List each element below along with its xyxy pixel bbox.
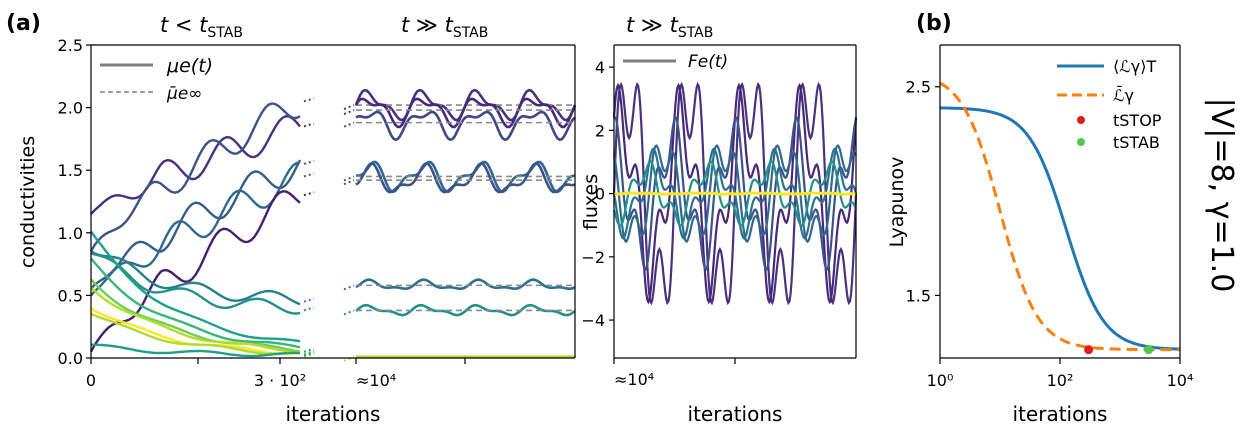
conductivity-early-line	[91, 343, 301, 358]
fluxes-ytick-label: 4	[595, 58, 605, 77]
lyapunov-xtick-label: 10²	[1047, 371, 1074, 390]
lyapunov-xtick-label: 10⁰	[927, 371, 954, 390]
side-title: |V|=8, γ=1.0	[1204, 98, 1239, 293]
fluxes-title: t ≫ tSTAB	[626, 13, 713, 41]
fluxes-ylabel: fluxes	[580, 174, 602, 230]
conductivities-xlabel: iterations	[286, 402, 381, 426]
conductivity-gap-dots	[343, 355, 355, 362]
legend-flux-label: Fe(t)	[688, 52, 728, 72]
conductivity-gap-dots	[343, 121, 355, 128]
conductivity-gap-dots	[303, 172, 315, 178]
conductivity-gap-dots	[343, 284, 355, 291]
conductivities-xtick-label: ≈10⁴	[356, 371, 396, 390]
conductivity-gap-dots	[303, 191, 315, 197]
panel-b-letter: (b)	[916, 11, 952, 36]
conductivity-early-line	[90, 286, 301, 354]
conductivities-ytick-label: 0.5	[58, 286, 83, 305]
legend-stop-dot	[1077, 116, 1085, 124]
lyapunov-xlabel: iterations	[1013, 402, 1108, 426]
fluxes-ytick-label: −2	[581, 248, 605, 267]
conductivity-late-line	[355, 110, 576, 142]
panel-a-letter: (a)	[6, 11, 41, 36]
segment-early-title: t < tSTAB	[160, 13, 243, 41]
fluxes-xlabel: iterations	[688, 402, 783, 426]
lyapunov-legend: ⟨ℒγ⟩T ℒ̄γ tSTOP tSTAB	[1057, 57, 1162, 152]
conductivity-gap-dots	[303, 122, 315, 128]
conductivities-legend: μe(t) μ̄e∞	[100, 55, 213, 104]
conductivity-gap-dots	[343, 175, 355, 182]
fluxes-xtick: ≈10⁴	[614, 370, 654, 389]
lyapunov-marker	[1144, 345, 1154, 355]
lyapunov-ytick-label: 1.5	[906, 286, 931, 305]
conductivity-early-line	[90, 257, 301, 349]
fluxes-panel: −4 −2 0 2 4 t ≫ tSTAB fluxes iterations ≈10⁴…	[580, 13, 858, 426]
conductivity-early-line	[90, 312, 301, 355]
conductivity-late-line	[354, 97, 577, 129]
conductivity-gap-dots	[303, 297, 315, 303]
conductivity-early-line	[90, 159, 302, 290]
conductivity-gap-dots	[343, 309, 355, 316]
segment-late-title: t ≫ tSTAB	[401, 13, 488, 41]
conductivities-panel: 0.0 0.5 1.0 1.5 2.0 2.5 0 3 · 10² ≈10⁴ t < tSTA…	[17, 13, 577, 426]
legend-avg-label: ⟨ℒγ⟩T	[1113, 57, 1156, 76]
conductivity-late-line	[355, 278, 576, 291]
conductivities-xtick-label: 0	[86, 371, 96, 390]
conductivity-gap-dots	[343, 109, 355, 116]
conductivities-xtick-label: 3 · 10²	[254, 371, 306, 390]
conductivity-gap-dots	[343, 179, 355, 186]
conductivity-late-line	[355, 303, 576, 317]
lyapunov-ylabel: Lyapunov	[886, 157, 908, 248]
flux-line	[613, 191, 856, 196]
conductivity-early-line	[89, 190, 301, 353]
flux-line	[612, 160, 858, 228]
conductivity-early-line	[89, 102, 301, 253]
lyapunov-ytick-label: 2.5	[906, 78, 931, 97]
conductivity-gap-dots	[303, 159, 315, 165]
conductivity-early-line	[90, 252, 301, 315]
conductivity-early-line	[90, 250, 301, 306]
conductivities-ytick-label: 0.0	[58, 349, 83, 368]
conductivity-gap-dots	[303, 347, 315, 353]
flux-line	[613, 115, 858, 272]
legend-mu-label: μe(t)	[166, 55, 213, 77]
conductivities-ytick-label: 2.5	[58, 36, 83, 55]
conductivity-early-line	[90, 230, 301, 343]
conductivity-gap-dots	[343, 104, 355, 111]
lyapunov-curve	[940, 106, 1181, 351]
conductivity-gap-dots	[303, 97, 315, 103]
conductivity-gap-dots	[303, 352, 315, 358]
lyapunov-marker	[1084, 345, 1094, 355]
legend-mubar-label: μ̄e∞	[166, 84, 202, 104]
fluxes-legend: Fe(t)	[623, 52, 728, 72]
lyapunov-curve	[939, 81, 1180, 352]
fluxes-ytick-label: 2	[595, 121, 605, 140]
axis-break	[318, 360, 342, 366]
conductivity-early-line	[90, 114, 301, 215]
legend-bar-label: ℒ̄γ	[1113, 86, 1134, 105]
conductivity-gap-dots	[303, 350, 315, 356]
conductivity-gap-dots	[303, 306, 315, 312]
lyapunov-panel: 10⁰ 10² 10⁴ 1.5 2.5 Lyapunov iterations ⟨ℒγ⟩…	[886, 44, 1194, 426]
legend-stab-label: tSTAB	[1113, 133, 1160, 152]
fluxes-ytick-label: −4	[581, 311, 605, 330]
conductivities-ytick-label: 2.0	[58, 99, 83, 118]
conductivities-ytick-label: 1.5	[58, 161, 83, 180]
conductivity-gap-dots	[303, 351, 315, 357]
legend-stab-dot	[1077, 138, 1085, 146]
legend-stop-label: tSTOP	[1113, 111, 1162, 130]
conductivities-ylabel: conductivities	[17, 136, 39, 268]
lyapunov-xtick-label: 10⁴	[1167, 371, 1194, 390]
conductivity-early-line	[90, 278, 301, 353]
fluxes-ytick-label: 0	[595, 185, 605, 204]
conductivities-ytick-label: 1.0	[58, 224, 83, 243]
conductivity-late-line	[355, 161, 576, 194]
